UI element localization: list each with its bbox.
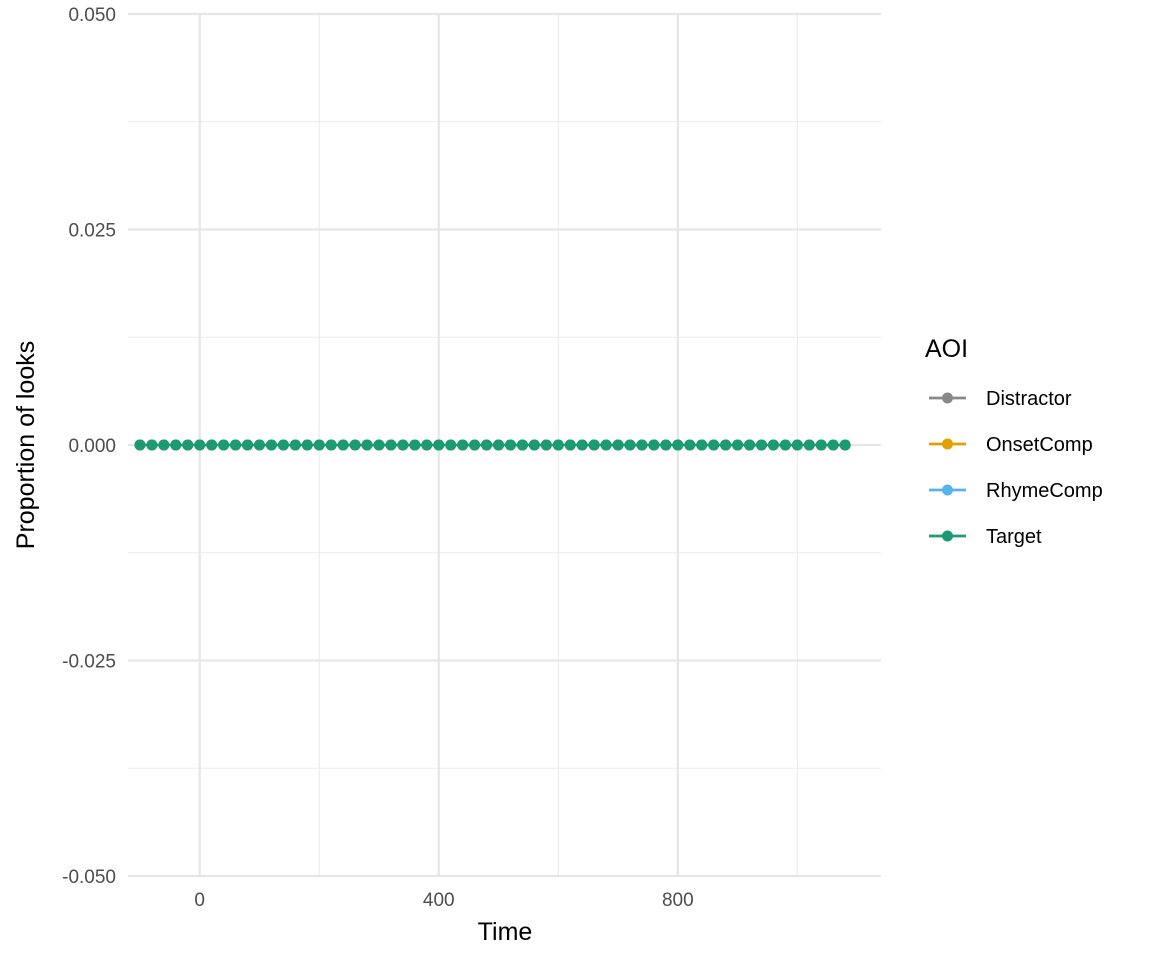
y-tick-label: 0.000: [68, 436, 116, 457]
legend-key-point: [942, 530, 953, 542]
data-point: [755, 439, 767, 451]
data-point: [158, 439, 170, 451]
y-tick-label: 0.050: [68, 5, 116, 26]
legend-label: RhymeComp: [986, 480, 1103, 502]
data-point: [146, 439, 158, 451]
data-point: [732, 439, 744, 451]
data-point: [624, 439, 636, 451]
legend-item-rhymecomp: RhymeComp: [929, 480, 1103, 502]
data-point: [672, 439, 684, 451]
data-point: [194, 439, 206, 451]
legend: AOI Distractor OnsetComp RhymeComp Target: [925, 335, 1103, 548]
data-point: [516, 439, 528, 451]
data-point: [349, 439, 361, 451]
legend-item-onsetcomp: OnsetComp: [929, 434, 1093, 456]
series-target: [134, 439, 851, 451]
series-layer: [134, 439, 851, 451]
data-point: [409, 439, 421, 451]
data-point: [600, 439, 612, 451]
data-point: [493, 439, 505, 451]
data-point: [301, 439, 313, 451]
data-point: [660, 439, 672, 451]
data-point: [206, 439, 218, 451]
data-point: [564, 439, 576, 451]
data-point: [361, 439, 373, 451]
data-point: [827, 439, 839, 451]
data-point: [421, 439, 433, 451]
legend-label: Target: [986, 526, 1042, 548]
x-tick-label: 800: [662, 890, 694, 911]
legend-label: Distractor: [986, 388, 1072, 410]
legend-label: OnsetComp: [986, 434, 1093, 456]
data-point: [218, 439, 230, 451]
legend-item-distractor: Distractor: [929, 388, 1072, 410]
data-point: [648, 439, 660, 451]
data-point: [803, 439, 815, 451]
data-point: [481, 439, 493, 451]
x-axis-title: Time: [478, 918, 533, 946]
data-point: [588, 439, 600, 451]
data-point: [230, 439, 242, 451]
legend-key-point: [942, 438, 953, 450]
x-tick-label: 400: [423, 890, 455, 911]
data-point: [325, 439, 337, 451]
data-point: [265, 439, 277, 451]
data-point: [708, 439, 720, 451]
data-point: [182, 439, 194, 451]
data-point: [684, 439, 696, 451]
legend-item-target: Target: [929, 526, 1042, 548]
data-point: [170, 439, 182, 451]
data-point: [433, 439, 445, 451]
data-point: [779, 439, 791, 451]
data-point: [337, 439, 349, 451]
legend-title: AOI: [925, 335, 968, 363]
data-point: [612, 439, 624, 451]
data-point: [839, 439, 851, 451]
data-point: [469, 439, 481, 451]
data-point: [289, 439, 301, 451]
y-tick-label: -0.050: [62, 867, 116, 888]
data-point: [313, 439, 325, 451]
data-point: [720, 439, 732, 451]
x-tick-label: 0: [194, 890, 205, 911]
data-point: [242, 439, 254, 451]
data-point: [576, 439, 588, 451]
data-point: [397, 439, 409, 451]
data-point: [540, 439, 552, 451]
data-point: [457, 439, 469, 451]
data-point: [791, 439, 803, 451]
data-point: [767, 439, 779, 451]
data-point: [385, 439, 397, 451]
legend-key-point: [942, 484, 953, 496]
data-point: [636, 439, 648, 451]
data-point: [134, 439, 146, 451]
data-point: [445, 439, 457, 451]
data-point: [552, 439, 564, 451]
data-point: [696, 439, 708, 451]
legend-key-point: [942, 392, 953, 404]
data-point: [504, 439, 516, 451]
x-axis: 0 400 800: [194, 890, 693, 911]
data-point: [744, 439, 756, 451]
data-point: [815, 439, 827, 451]
y-tick-label: -0.025: [62, 652, 116, 673]
data-point: [253, 439, 265, 451]
data-point: [373, 439, 385, 451]
data-point: [277, 439, 289, 451]
y-tick-label: 0.025: [68, 221, 116, 242]
y-axis-title: Proportion of looks: [12, 341, 40, 549]
y-axis: -0.050 -0.025 0.000 0.025 0.050: [62, 5, 116, 888]
data-point: [528, 439, 540, 451]
